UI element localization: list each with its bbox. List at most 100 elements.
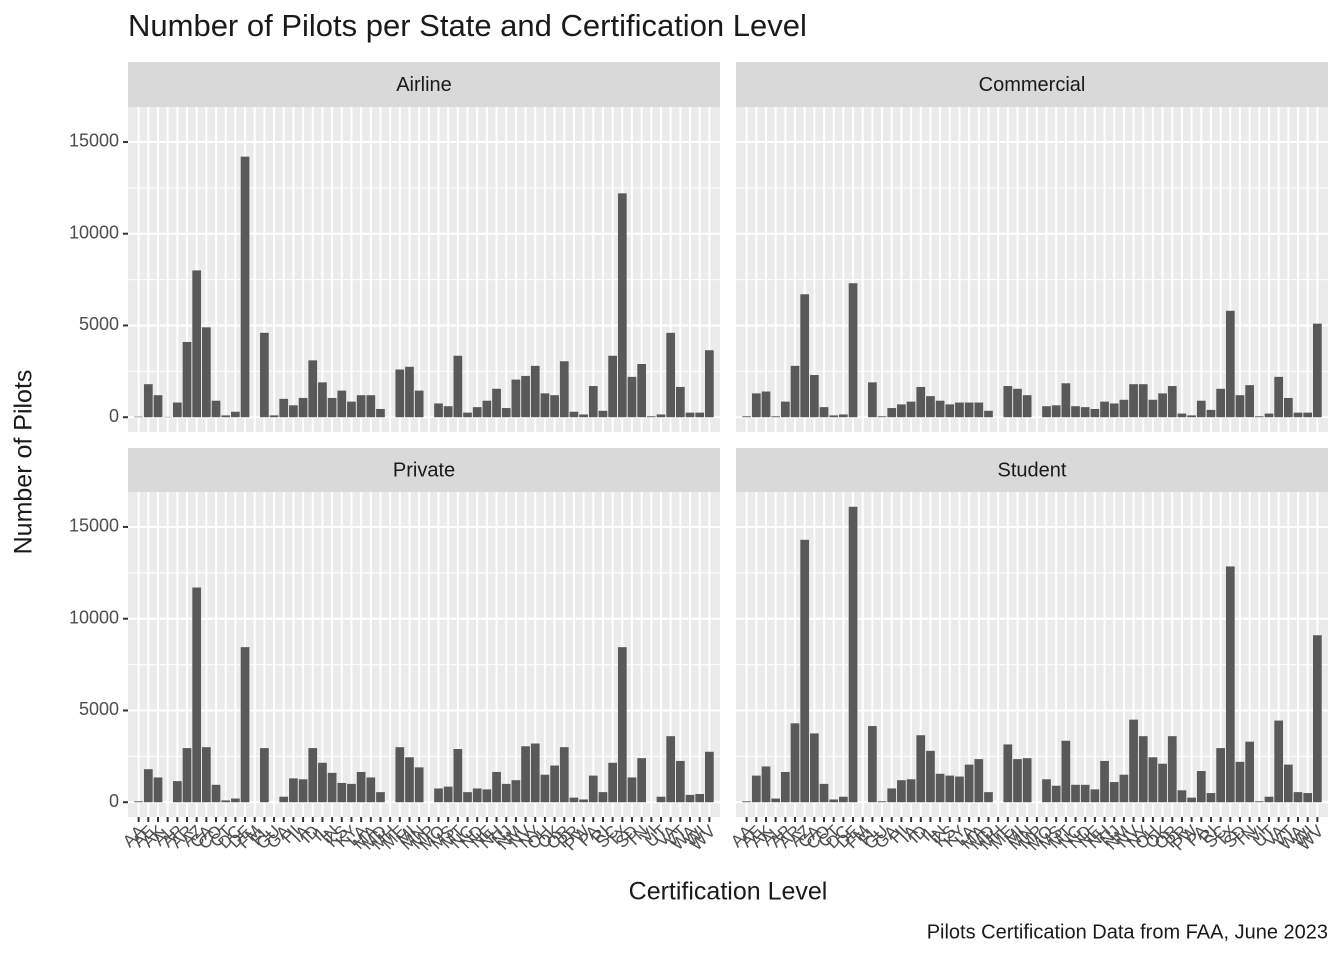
- bar: [240, 647, 250, 803]
- bar: [405, 366, 414, 418]
- bar: [1216, 748, 1225, 803]
- bar: [800, 294, 810, 418]
- bar: [540, 774, 550, 803]
- bar: [1303, 412, 1313, 418]
- bar: [260, 332, 269, 418]
- bar: [1129, 384, 1138, 418]
- bar: [695, 412, 705, 418]
- bar: [1080, 407, 1090, 418]
- bar: [771, 798, 781, 803]
- bar: [134, 416, 143, 418]
- bar: [926, 396, 935, 418]
- bar: [751, 775, 761, 803]
- bar: [550, 765, 559, 803]
- y-tick-label: 10000: [69, 607, 119, 627]
- bar: [463, 412, 472, 418]
- bar: [666, 736, 676, 803]
- bar: [1109, 782, 1119, 803]
- bar: [1167, 736, 1177, 803]
- bar: [405, 757, 414, 803]
- bar: [819, 783, 829, 803]
- bar: [742, 416, 751, 418]
- bar: [916, 735, 926, 803]
- bar: [1245, 385, 1254, 418]
- bar: [550, 395, 559, 418]
- bar: [955, 776, 964, 803]
- bar: [656, 796, 666, 803]
- bar: [705, 350, 714, 418]
- bar: [1051, 785, 1061, 803]
- bar: [751, 393, 761, 418]
- bar: [569, 797, 579, 803]
- bar: [511, 379, 521, 418]
- bar: [810, 375, 819, 418]
- bar: [1254, 801, 1264, 803]
- bar: [240, 156, 250, 418]
- bar: [1313, 635, 1322, 803]
- bar: [761, 766, 771, 803]
- x-axis-label: Certification Level: [629, 878, 828, 906]
- bar: [1177, 413, 1187, 418]
- bar: [434, 788, 443, 803]
- bar: [395, 369, 405, 418]
- bar: [1138, 736, 1148, 803]
- bar: [877, 801, 887, 803]
- bar: [153, 395, 163, 418]
- bar: [289, 405, 298, 418]
- facet-label: Airline: [396, 74, 452, 96]
- bar: [1293, 412, 1303, 418]
- bar: [1090, 408, 1100, 418]
- bar: [395, 747, 405, 803]
- bar: [771, 416, 781, 418]
- bar: [906, 779, 916, 803]
- bar: [279, 796, 289, 803]
- bar: [1090, 789, 1100, 803]
- bar: [202, 327, 211, 418]
- bar: [414, 767, 424, 803]
- bar: [1313, 323, 1322, 418]
- bar: [945, 775, 955, 803]
- facet-strip: [736, 62, 1328, 107]
- bar: [202, 747, 211, 803]
- bar: [1061, 740, 1071, 803]
- bar: [172, 781, 182, 803]
- bar: [637, 758, 646, 803]
- bar: [1158, 763, 1167, 803]
- bar: [1206, 409, 1216, 418]
- y-tick-label: 15000: [69, 516, 119, 536]
- y-tick-label: 5000: [79, 699, 119, 719]
- bar: [1109, 403, 1119, 418]
- bar: [521, 746, 530, 803]
- bar: [1061, 383, 1071, 418]
- bar: [935, 400, 945, 418]
- bar: [810, 733, 819, 803]
- bar: [559, 747, 569, 803]
- bar: [1187, 797, 1196, 803]
- bar: [868, 726, 877, 803]
- bar: [443, 406, 453, 418]
- bar: [211, 400, 221, 418]
- bar: [221, 800, 231, 803]
- y-tick-label: 15000: [69, 131, 119, 151]
- bar: [1264, 796, 1274, 803]
- bar: [646, 416, 656, 418]
- bar: [1071, 784, 1080, 803]
- bar: [1042, 406, 1051, 418]
- bar: [579, 414, 588, 418]
- bar: [327, 772, 337, 803]
- bar: [656, 414, 666, 418]
- bar: [627, 376, 637, 418]
- bar: [705, 751, 714, 803]
- bar: [1148, 399, 1158, 418]
- bar: [964, 764, 974, 803]
- bar: [356, 395, 366, 418]
- bar: [695, 793, 705, 803]
- bar: [143, 769, 153, 803]
- bar: [675, 386, 685, 418]
- bar: [521, 375, 530, 418]
- bar: [887, 788, 897, 803]
- bar: [463, 792, 472, 803]
- y-tick-label: 0: [109, 406, 119, 426]
- bar: [376, 408, 385, 418]
- caption: Pilots Certification Data from FAA, June…: [927, 921, 1328, 943]
